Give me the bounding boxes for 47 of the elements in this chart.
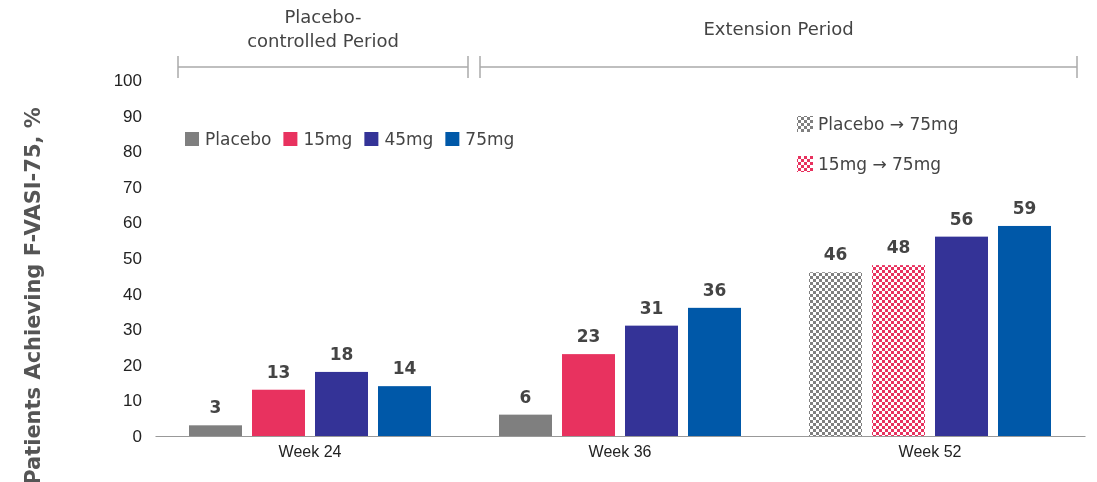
legend-label: 15mg → 75mg xyxy=(818,154,942,174)
y-tick-label: 20 xyxy=(123,355,142,375)
bar xyxy=(252,389,305,436)
y-tick-label: 90 xyxy=(123,106,142,126)
x-tick-label: Week 36 xyxy=(588,443,652,461)
data-label: 31 xyxy=(639,297,664,318)
data-label: 46 xyxy=(823,244,848,265)
y-tick-label: 70 xyxy=(123,177,142,197)
text: Placebo- controlled Period xyxy=(247,6,399,51)
bar xyxy=(935,236,988,436)
y-tick-label: 80 xyxy=(123,142,142,162)
y-tick-label: 30 xyxy=(123,320,142,340)
legend-label: 45mg xyxy=(384,129,434,149)
x-tick-label: Week 52 xyxy=(898,443,962,461)
data-label: 59 xyxy=(1012,197,1037,218)
data-label: 56 xyxy=(949,208,974,229)
y-tick-label: 50 xyxy=(123,248,142,268)
data-label: 6 xyxy=(519,386,532,407)
bar xyxy=(809,272,862,436)
data-label: 23 xyxy=(576,326,601,347)
bar xyxy=(562,354,615,436)
y-tick-label: 10 xyxy=(123,391,142,411)
bar xyxy=(688,307,741,436)
legend-label: 75mg xyxy=(465,129,515,149)
data-label: 13 xyxy=(266,361,291,382)
y-tick-label: 100 xyxy=(113,70,142,90)
legend-label: Placebo xyxy=(205,129,272,149)
data-label: 3 xyxy=(209,397,222,418)
bar xyxy=(625,325,678,436)
y-tick-label: 40 xyxy=(123,284,142,304)
y-tick-label: 60 xyxy=(123,213,142,233)
bar xyxy=(315,371,368,436)
data-label: 36 xyxy=(702,279,727,300)
bar xyxy=(189,425,242,436)
y-axis-title: Patients Achieving F-VASI-75, % xyxy=(21,107,45,482)
bar xyxy=(998,225,1051,436)
bar xyxy=(872,265,925,436)
bar xyxy=(378,386,431,436)
legend-label: 15mg xyxy=(303,129,353,149)
bar xyxy=(499,414,552,436)
x-tick-label: Week 24 xyxy=(278,443,342,461)
data-label: 18 xyxy=(329,343,354,364)
data-label: 48 xyxy=(886,237,911,258)
data-label: 14 xyxy=(392,358,417,379)
y-tick-label: 0 xyxy=(132,426,142,446)
legend-label: Placebo → 75mg xyxy=(818,114,959,134)
text: Extension Period xyxy=(703,18,854,39)
